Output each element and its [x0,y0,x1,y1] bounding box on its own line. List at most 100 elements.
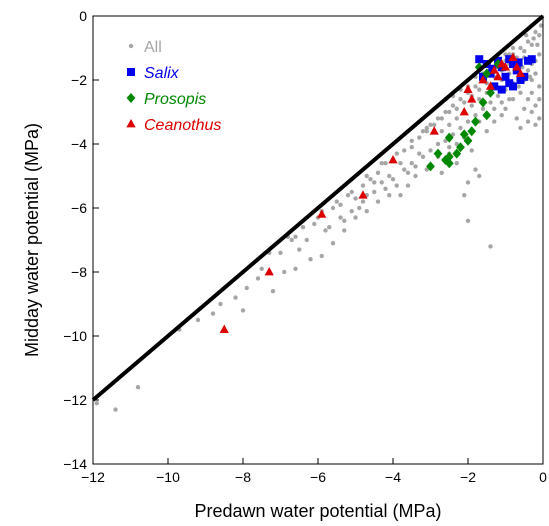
all-point [477,87,482,92]
x-tick-label: −8 [235,469,251,485]
ceanothus-point [515,68,526,77]
legend-label-all: All [144,39,162,56]
salix-point [514,58,523,67]
all-point [357,205,362,211]
all-point [398,161,403,166]
all-point [525,119,531,124]
one-to-one-line [91,14,545,402]
ceanothus-point [493,71,503,81]
all-point [443,138,448,143]
ceanothus-point [429,126,439,135]
all-point [424,125,429,131]
prosopis-point [482,110,492,121]
all-point [372,180,377,185]
all-point [473,113,478,118]
all-point [503,106,508,112]
all-point [495,93,501,99]
salix-point [509,60,517,68]
legend-label-ceanothus: Ceanothus [144,117,221,134]
all-point [372,189,377,195]
reference-line-layer [91,14,545,402]
all-point [327,225,332,230]
all-point [533,71,538,76]
all-point [379,180,384,185]
all-point [94,401,99,406]
all-point [529,90,534,96]
all-point [338,215,343,220]
all-point [349,209,354,214]
all-point [492,106,497,112]
x-tick-label: −10 [156,469,180,485]
all-point [364,173,369,179]
all-point [435,141,441,147]
all-point [255,276,261,281]
all-point [514,116,519,121]
prosopis-point [467,126,477,137]
all-point [525,39,531,44]
all-point [443,109,448,115]
y-tick-label: −12 [63,392,87,408]
prosopis-point [459,129,469,140]
all-point [465,218,471,223]
prosopis-point [444,151,454,162]
all-point [210,311,216,316]
all-point [510,45,516,51]
all-point [270,289,276,294]
all-point [537,33,542,38]
y-tick-label: −8 [71,264,87,280]
salix-point [509,82,517,91]
prosopis-point [493,59,503,69]
all-point [405,183,411,188]
all-point [409,138,414,143]
all-point [518,45,523,51]
all-point [379,161,384,166]
all-point [439,170,444,175]
all-point [233,295,238,300]
prosopis-point [444,132,454,143]
all-point [516,84,521,89]
ceanothus-point [508,52,518,61]
all-point [353,196,358,201]
ceanothus-point [485,81,496,90]
legend-label-salix: Salix [144,65,180,82]
all-point [432,122,437,128]
all-point [473,84,478,89]
all-point [537,84,542,89]
all-point [368,177,373,182]
y-tick-label: 0 [79,8,87,24]
prosopis-point [456,142,465,153]
all-point [417,151,422,156]
salix-point [501,72,510,81]
ceanothus-point [358,190,368,199]
all-point [465,119,471,124]
prosopis-point [482,68,492,79]
all-point [484,129,489,134]
all-point [338,202,343,207]
all-point [342,228,347,233]
legend-label-prosopis: Prosopis [144,91,206,108]
all-point [383,161,388,166]
all-point [349,189,354,195]
all-point [259,266,264,271]
all-point [424,129,429,134]
y-tick-label: −2 [71,72,87,88]
y-tick-label: −6 [71,200,87,216]
all-point [417,135,422,140]
all-point [383,186,388,191]
all-point [420,129,426,134]
all-point [518,90,523,96]
all-point [529,42,534,47]
ceanothus-point [317,209,327,218]
all-point [469,148,474,153]
all-point [450,103,456,108]
all-point [278,250,283,255]
all-point [529,77,534,83]
x-tick-label: −6 [310,469,326,485]
x-tick-label: −2 [460,469,476,485]
all-point [492,119,497,124]
ceanothus-point [467,94,477,103]
all-point [480,106,486,112]
all-point [293,266,298,271]
all-point [522,106,527,112]
all-point [394,183,399,188]
